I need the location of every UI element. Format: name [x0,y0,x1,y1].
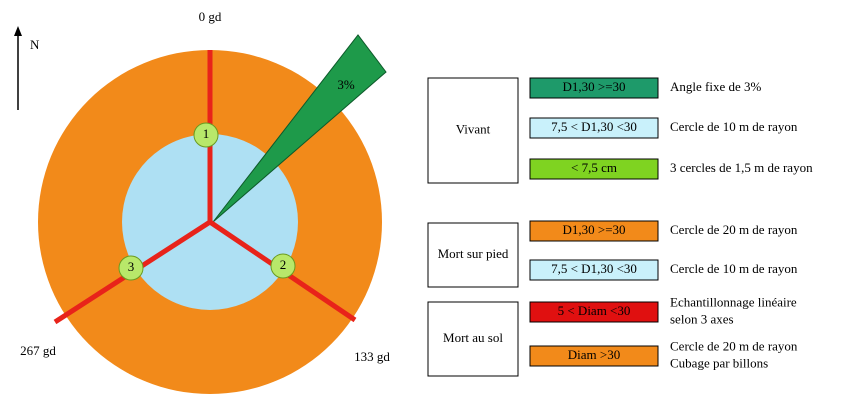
class-label: 5 < Diam <30 [558,303,631,318]
class-description: Cercle de 20 m de rayon [670,222,798,237]
bearing-label: 133 gd [354,349,390,364]
plot-label: 2 [280,257,287,272]
north-label: N [30,37,40,52]
bearing-label: 267 gd [20,343,56,358]
group-box [427,77,519,184]
group-label: Mort au sol [443,330,503,345]
class-box [529,345,659,367]
class-label: 7,5 < D1,30 <30 [551,261,637,276]
class-box [529,158,659,180]
class-description: Cubage par billons [670,355,768,370]
class-description: selon 3 axes [670,311,734,326]
bearing-label: 0 gd [199,9,222,24]
class-label: D1,30 >=30 [562,222,625,237]
plot-circle [270,253,296,279]
class-label: D1,30 >=30 [562,79,625,94]
legend: Vivant D1,30 >=30 Angle fixe de 3% 7,5 < D1… [427,77,813,377]
class-description: 3 cercles de 1,5 m de rayon [670,160,813,175]
plot-label: 1 [203,126,210,141]
north-arrowhead [14,26,22,36]
class-description: Echantillonnage linéaire [670,294,797,309]
angle-wedge [212,34,387,223]
class-box [529,301,659,323]
plot-circle [193,122,219,148]
class-label: 7,5 < D1,30 <30 [551,119,637,134]
group-label: Mort sur pied [438,246,509,261]
class-box [529,220,659,242]
class-description: Cercle de 10 m de rayon [670,261,798,276]
group-label: Vivant [456,121,491,136]
plot-label: 3 [128,259,135,274]
class-box [529,77,659,99]
wedge-label: 3% [337,77,355,92]
group-box [427,301,519,377]
class-label: Diam >30 [568,347,620,362]
class-description: Cercle de 20 m de rayon [670,338,798,353]
class-description: Cercle de 10 m de rayon [670,119,798,134]
class-label: < 7,5 cm [571,160,617,175]
class-description: Angle fixe de 3% [670,79,762,94]
class-box [529,117,659,139]
group-box [427,222,519,288]
plot-circle [118,255,144,281]
class-box [529,259,659,281]
